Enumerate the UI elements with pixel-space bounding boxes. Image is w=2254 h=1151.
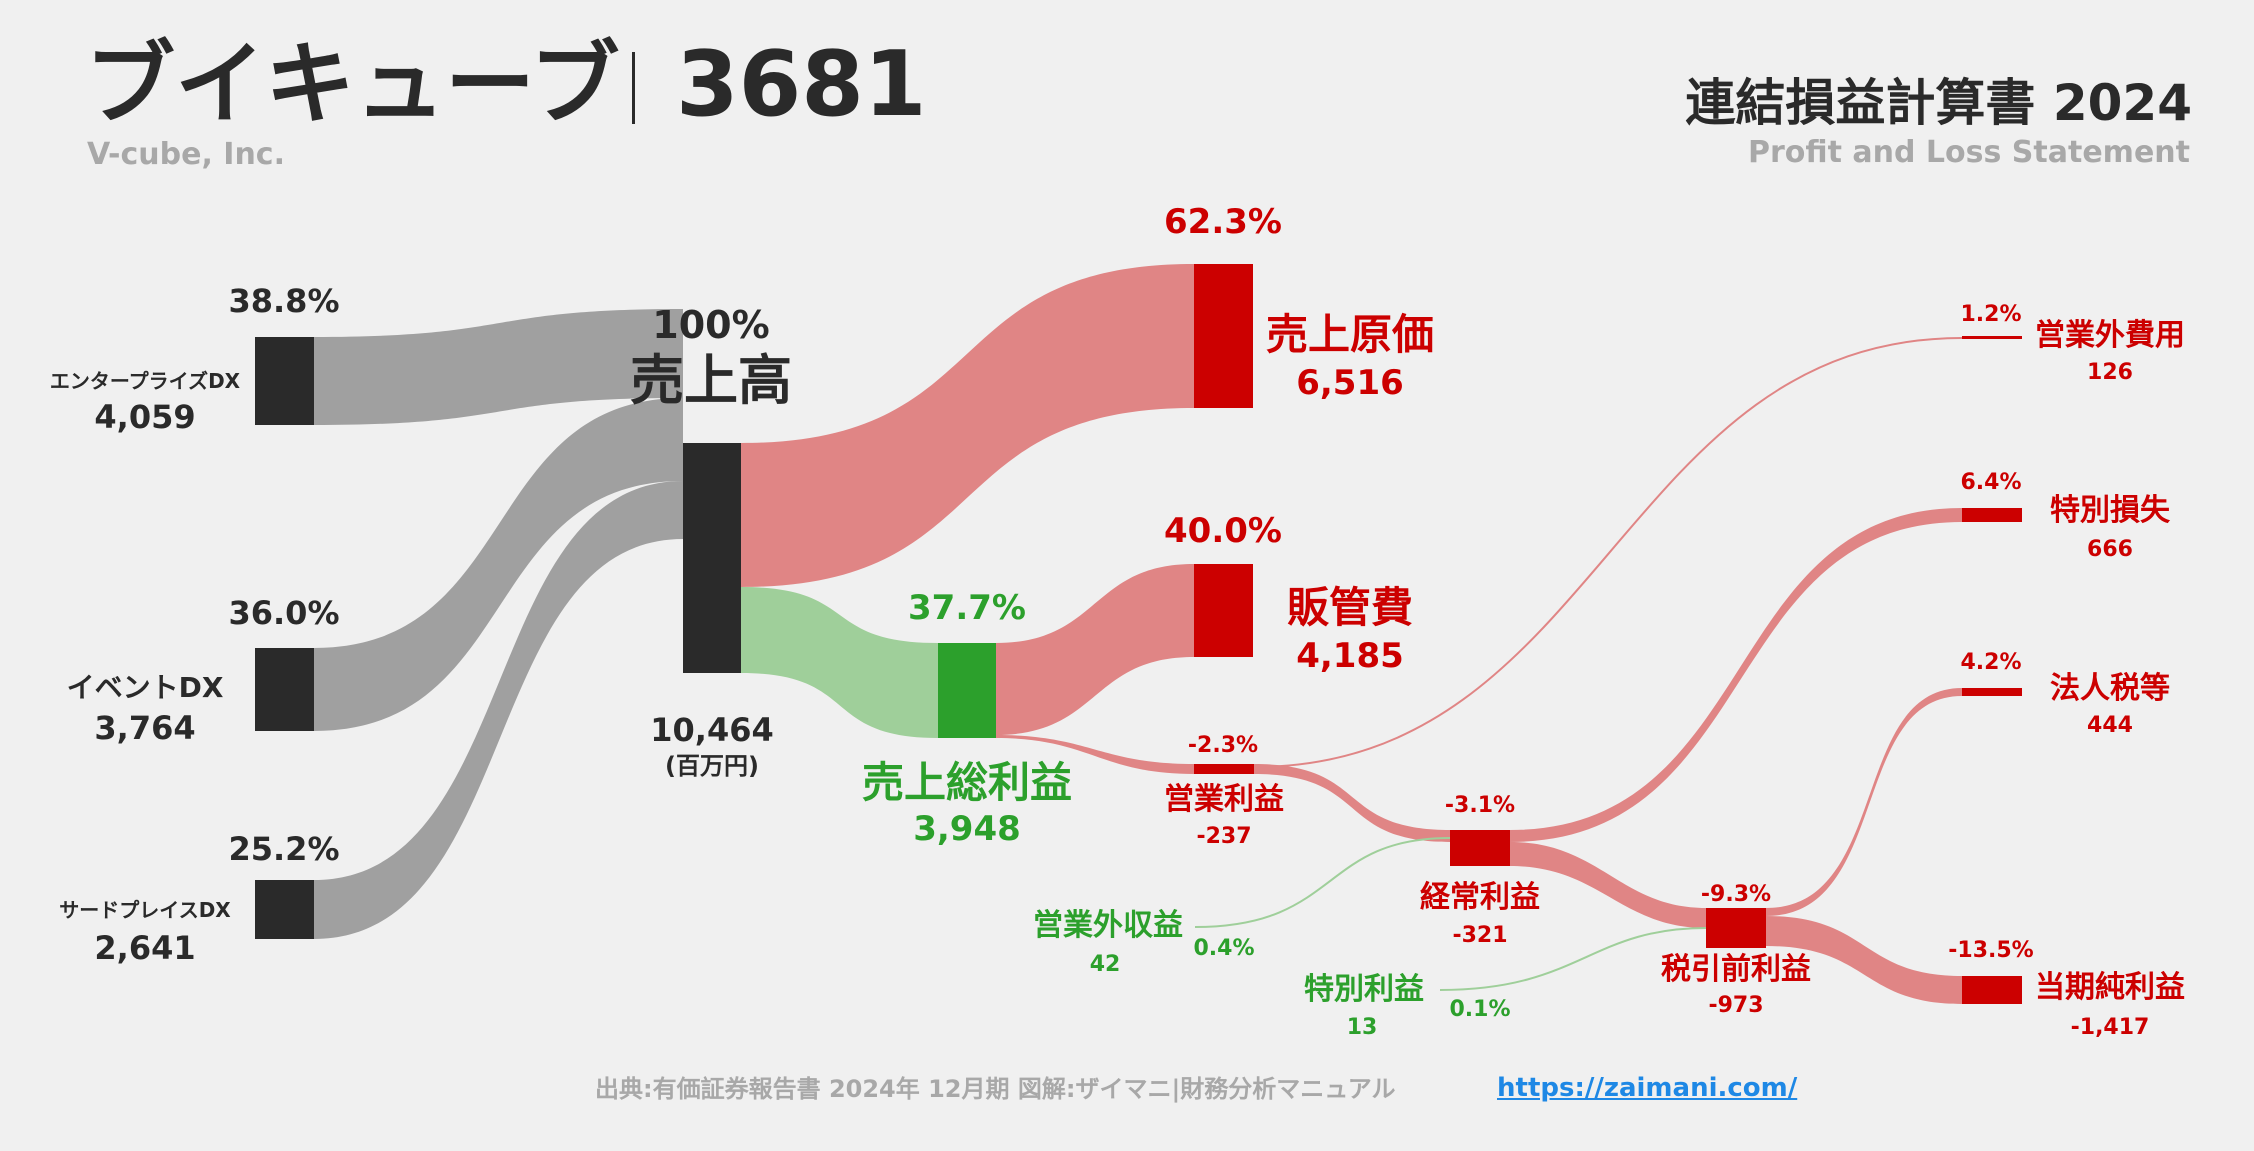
nonop-income-value: 42 [1089, 952, 1121, 977]
node-operating-profit [1194, 764, 1254, 774]
revenue-pct: 100% [652, 303, 770, 347]
segment-enterprise-name: エンタープライズDX [49, 369, 241, 393]
flow-operating-to-nonop-expense [1253, 337, 1963, 768]
statement-title-en: Profit and Loss Statement [1747, 135, 2190, 170]
company-name-ja: ブイキューブ [85, 32, 620, 137]
node-extraordinary-loss [1962, 508, 2022, 522]
net-income-value: -1,417 [2070, 1015, 2150, 1040]
flow-gross-profit-to-sga [996, 564, 1194, 735]
footer-source: 出典:有価証券報告書 2024年 12月期 図解:ザイマニ|財務分析マニュアル [595, 1075, 1396, 1103]
extraordinary-loss-pct: 6.4% [1960, 470, 2022, 495]
node-event-dx [255, 648, 314, 731]
operating-profit-pct: -2.3% [1187, 733, 1259, 758]
node-revenue [683, 443, 741, 673]
income-taxes-label: 法人税等 [2050, 671, 2170, 706]
node-gross-profit [938, 643, 996, 738]
segment-event-value: 3,764 [94, 709, 196, 747]
segment-thirdplace-pct: 25.2% [228, 830, 340, 868]
cost-of-sales-pct: 62.3% [1164, 202, 1282, 242]
operating-profit-value: -237 [1196, 824, 1252, 849]
flow-pretax-to-net-income [1766, 916, 1962, 1004]
node-ordinary-profit [1450, 830, 1510, 866]
flow-event-to-revenue [314, 398, 683, 731]
node-cost-of-sales [1194, 264, 1253, 408]
statement-title-ja: 連結損益計算書 2024 [1685, 74, 2192, 132]
flow-enterprise-to-revenue [314, 309, 683, 425]
ordinary-profit-value: -321 [1452, 923, 1508, 948]
segment-thirdplace-value: 2,641 [94, 929, 196, 967]
gross-profit-value: 3,948 [913, 809, 1021, 849]
revenue-value: 10,464 [650, 711, 774, 749]
nonop-expense-value: 126 [2087, 360, 2133, 385]
income-taxes-pct: 4.2% [1960, 650, 2022, 675]
node-income-taxes [1962, 688, 2022, 696]
flow-thirdplace-to-revenue [314, 481, 683, 939]
income-taxes-value: 444 [2087, 713, 2133, 738]
extraordinary-loss-label: 特別損失 [2050, 493, 2170, 528]
flow-operating-to-ordinary [1254, 764, 1450, 842]
ordinary-profit-label: 経常利益 [1420, 880, 1540, 915]
flow-ordinary-to-pretax [1510, 842, 1706, 928]
extraordinary-income-pct: 0.1% [1449, 997, 1511, 1022]
extraordinary-income-value: 13 [1346, 1015, 1378, 1040]
segment-event-name: イベントDX [66, 671, 224, 704]
operating-profit-label: 営業利益 [1164, 782, 1284, 817]
ordinary-profit-pct: -3.1% [1444, 793, 1516, 818]
node-pretax-profit [1706, 908, 1766, 948]
flow-gross-profit-to-operating-profit [996, 735, 1194, 774]
title-separator [632, 52, 635, 124]
nonop-income-pct: 0.4% [1193, 936, 1255, 961]
node-thirdplace-dx [255, 880, 314, 939]
footer-link[interactable]: https://zaimani.com/ [1497, 1073, 1798, 1103]
extraordinary-income-label: 特別利益 [1304, 972, 1424, 1007]
gross-profit-pct: 37.7% [908, 588, 1026, 628]
gross-profit-label: 売上総利益 [861, 758, 1073, 807]
company-name-en: V-cube, Inc. [87, 137, 285, 172]
sga-pct: 40.0% [1164, 511, 1282, 551]
node-sga [1194, 564, 1253, 657]
pretax-profit-value: -973 [1708, 993, 1764, 1018]
flow-revenue-to-cost-of-sales [741, 264, 1194, 587]
nonop-income-label: 営業外収益 [1033, 908, 1183, 943]
node-net-income [1962, 976, 2022, 1004]
revenue-unit: (百万円) [665, 752, 759, 780]
net-income-pct: -13.5% [1948, 938, 2034, 963]
revenue-label: 売上高 [630, 349, 792, 412]
segment-enterprise-pct: 38.8% [228, 282, 340, 320]
nonop-expense-label: 営業外費用 [2035, 318, 2185, 353]
flow-extraordinary-income-to-pretax [1439, 927, 1707, 991]
cost-of-sales-label: 売上原価 [1265, 310, 1435, 359]
net-income-label: 当期純利益 [2035, 970, 2185, 1005]
nonop-expense-pct: 1.2% [1960, 302, 2022, 327]
ticker-code: 3681 [676, 32, 927, 137]
pretax-profit-pct: -9.3% [1700, 882, 1772, 907]
pretax-profit-label: 税引前利益 [1661, 952, 1811, 987]
flow-revenue-to-gross-profit [741, 587, 938, 738]
flow-nonop-income-to-ordinary [1194, 837, 1451, 928]
sga-value: 4,185 [1296, 636, 1404, 676]
cost-of-sales-value: 6,516 [1296, 363, 1404, 403]
node-enterprise-dx [255, 337, 314, 425]
segment-thirdplace-name: サードプレイスDX [59, 898, 231, 922]
flow-ordinary-to-extraordinary-loss [1510, 508, 1962, 842]
sga-label: 販管費 [1286, 583, 1414, 632]
node-nonop-expense [1962, 336, 2022, 339]
segment-event-pct: 36.0% [228, 594, 340, 632]
segment-enterprise-value: 4,059 [94, 398, 196, 436]
extraordinary-loss-value: 666 [2087, 537, 2133, 562]
